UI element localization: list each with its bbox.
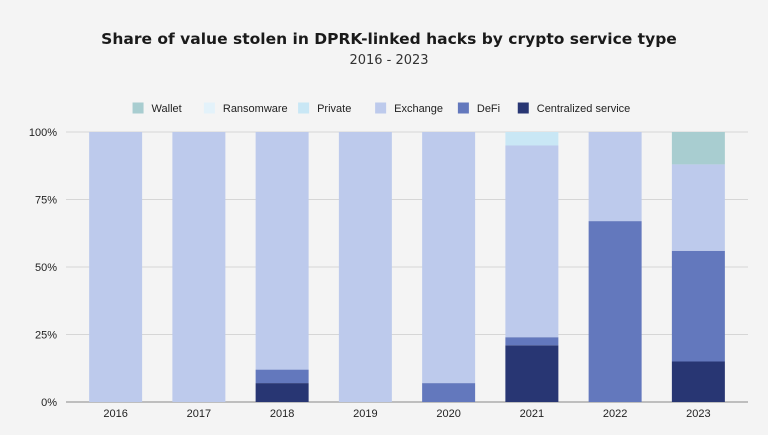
legend-swatch	[298, 102, 310, 114]
bar-segment-2021-private	[505, 132, 559, 146]
legend-label: Exchange	[394, 103, 443, 115]
bar-segment-2018-defi	[255, 369, 309, 384]
x-tick-label: 2019	[353, 408, 377, 420]
bar-segment-2021-exchange	[505, 145, 559, 338]
x-tick-label: 2022	[603, 408, 627, 420]
x-tick-label: 2023	[686, 408, 710, 420]
bar-segment-2018-exchange	[255, 132, 309, 370]
bar-segment-2023-centralized-service	[671, 361, 725, 402]
legend-label: Wallet	[152, 103, 182, 115]
chart-subtitle: 2016 - 2023	[349, 53, 428, 68]
y-axis: 0% 25% 50% 75% 100%	[29, 127, 57, 409]
bars	[89, 132, 725, 402]
chart-legend: Wallet Ransomware Private Exchange DeFi Centr…	[132, 102, 631, 115]
y-tick-label: 50%	[35, 262, 57, 274]
legend-label: Private	[317, 103, 351, 115]
legend-swatch	[375, 102, 387, 114]
legend-label: DeFi	[477, 103, 500, 115]
x-tick-label: 2020	[436, 408, 460, 420]
x-tick-label: 2021	[520, 408, 544, 420]
bar-segment-2023-exchange	[671, 164, 725, 251]
legend-label: Ransomware	[223, 103, 288, 115]
bar-segment-2020-defi	[422, 383, 476, 402]
bar-segment-2020-exchange	[422, 132, 476, 384]
bar-segment-2023-wallet	[671, 132, 725, 165]
x-tick-label: 2017	[187, 408, 211, 420]
bar-segment-2017-exchange	[172, 132, 226, 402]
bar-segment-2016-exchange	[89, 132, 143, 402]
x-tick-label: 2016	[103, 408, 127, 420]
bar-segment-2019-exchange	[338, 132, 392, 402]
bar-segment-2022-defi	[588, 221, 642, 402]
bar-segment-2023-defi	[671, 250, 725, 362]
bar-segment-2021-defi	[505, 337, 559, 346]
x-tick-label: 2018	[270, 408, 294, 420]
bar-segment-2022-exchange	[588, 132, 642, 222]
legend-swatch	[132, 102, 144, 114]
legend-swatch	[517, 102, 529, 114]
x-axis: 2016 2017 2018 2019 2020 2021 2022 2023	[103, 408, 710, 420]
legend-swatch	[457, 102, 469, 114]
y-tick-label: 0%	[41, 397, 57, 409]
y-tick-label: 75%	[35, 195, 57, 207]
chart-title: Share of value stolen in DPRK-linked hac…	[101, 30, 677, 48]
y-gridlines	[66, 131, 748, 403]
legend-swatch	[203, 102, 215, 114]
y-tick-label: 25%	[35, 330, 57, 342]
legend-label: Centralized service	[537, 103, 631, 115]
bar-segment-2018-centralized-service	[255, 383, 309, 402]
y-tick-label: 100%	[29, 127, 57, 139]
bar-segment-2021-centralized-service	[505, 345, 559, 402]
